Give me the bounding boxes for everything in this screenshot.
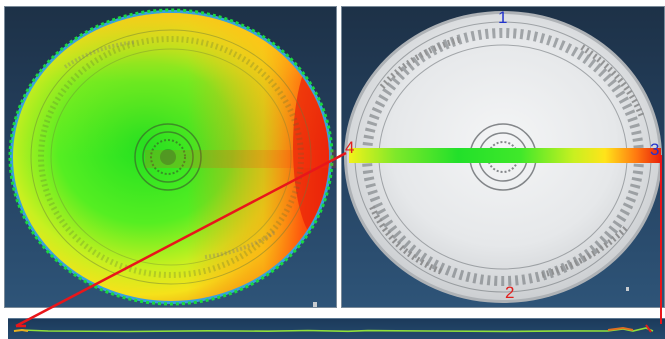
- marker-2[interactable]: 2: [505, 283, 515, 302]
- section-band[interactable]: [349, 148, 661, 163]
- photo-plate: [344, 11, 662, 303]
- profile-curve: [13, 324, 654, 333]
- marker-1[interactable]: 1: [498, 8, 508, 27]
- profile-strip[interactable]: [8, 318, 665, 339]
- cursor-mark-left: [313, 302, 317, 307]
- photo-view[interactable]: [341, 6, 665, 308]
- heatmap-plate: [8, 8, 336, 306]
- cursor-mark-right: [626, 287, 629, 291]
- section-band-left: [145, 150, 336, 168]
- heatmap-view[interactable]: [4, 6, 337, 308]
- marker-4[interactable]: 4: [345, 138, 355, 157]
- marker-3[interactable]: 3: [650, 140, 660, 159]
